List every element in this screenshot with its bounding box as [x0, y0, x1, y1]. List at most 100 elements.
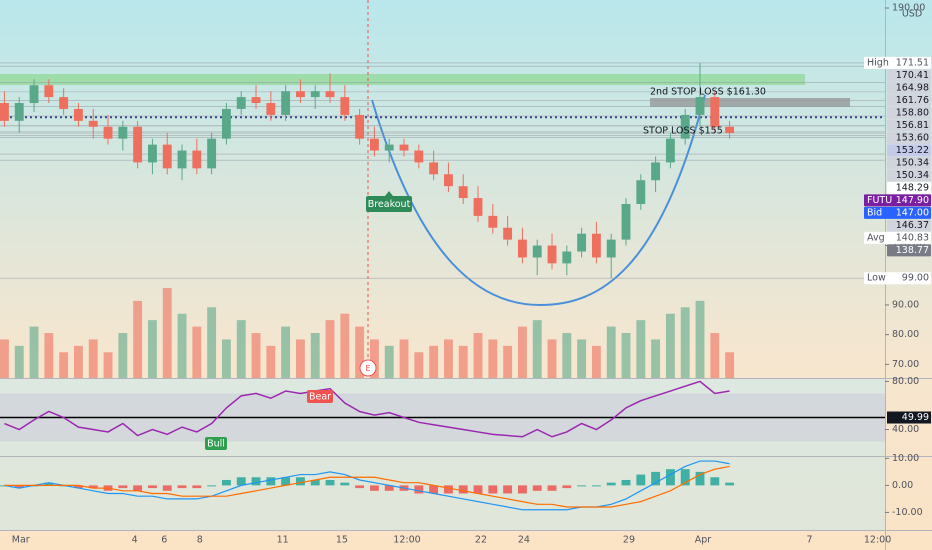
volume-bar: [665, 313, 675, 378]
macd-histogram-bar: [577, 485, 587, 487]
candle-body: [44, 85, 54, 98]
macd-histogram-bar: [443, 485, 453, 494]
macd-histogram-bar: [325, 479, 335, 486]
macd-histogram-bar: [44, 482, 54, 486]
macd-histogram-bar: [695, 471, 705, 486]
price-label-value: 153.22: [896, 145, 929, 156]
volume-bar: [414, 352, 424, 378]
macd-histogram-bar: [295, 477, 305, 486]
price-label-box: [864, 56, 931, 69]
candle-body: [384, 144, 394, 151]
badge-pointer: [385, 191, 393, 196]
candle-body: [636, 180, 646, 204]
y-tick-label: 80.00: [892, 376, 919, 387]
volume-bar: [147, 320, 157, 378]
price-label-box: [887, 181, 931, 194]
price-label-value: 170.41: [896, 70, 929, 81]
candle-body: [59, 97, 69, 109]
macd-histogram-bar: [14, 485, 24, 489]
volume-bar: [369, 339, 379, 378]
candle-body: [266, 103, 276, 115]
candle-body: [207, 138, 217, 169]
price-label-box: [887, 244, 931, 257]
candle-body: [310, 91, 320, 98]
volume-bar: [458, 345, 468, 378]
macd-histogram-bar: [503, 485, 513, 494]
price-label-name: Low: [867, 273, 886, 284]
y-tick-label: 90.00: [892, 299, 919, 310]
candle-body: [429, 162, 439, 175]
volume-bar: [0, 339, 9, 378]
candle-body: [651, 162, 661, 181]
candle-body: [532, 245, 542, 258]
macd-histogram-bar: [665, 469, 675, 486]
macd-histogram-bar: [162, 485, 172, 491]
price-label-box: [864, 231, 931, 244]
candle-body: [251, 97, 261, 104]
candle-body: [725, 126, 735, 134]
candle-body: [73, 108, 83, 121]
volume-bar: [162, 288, 172, 378]
annotation: Breakout: [368, 199, 411, 210]
price-label-value: 148.29: [896, 182, 929, 193]
candle-body: [88, 120, 98, 127]
candle-body: [162, 144, 172, 169]
macd-histogram-bar: [473, 485, 483, 494]
macd-histogram-bar: [429, 485, 439, 494]
macd-histogram-bar: [591, 485, 601, 487]
price-label-value: 156.81: [896, 120, 929, 131]
candle-body: [517, 239, 527, 258]
candle-body: [29, 85, 39, 104]
candle-body: [473, 198, 483, 216]
volume-bar: [44, 333, 54, 378]
price-label-name: High: [867, 57, 889, 68]
macd-histogram-bar: [651, 471, 661, 486]
y-tick-label: 190.00: [892, 3, 925, 14]
price-label-box: [887, 219, 931, 232]
candle-body: [281, 91, 291, 115]
x-tick-label: 15: [336, 535, 348, 546]
macd-histogram-bar: [458, 485, 468, 494]
volume-bar: [325, 320, 335, 378]
macd-histogram-bar: [133, 485, 143, 491]
cup-pattern: [371, 94, 706, 307]
price-label-value: 150.34: [896, 170, 929, 181]
candle-body: [14, 103, 24, 121]
price-label-name: FUTU: [867, 195, 892, 206]
macd-histogram-bar: [340, 482, 350, 486]
candle-body: [562, 251, 572, 264]
volume-bar: [103, 352, 113, 378]
candle-body: [547, 245, 557, 264]
y-tick-label: 70.00: [892, 359, 919, 370]
macd-histogram-bar: [251, 477, 261, 486]
candle-body: [133, 126, 143, 163]
candle-body: [355, 114, 365, 139]
candle-body: [443, 174, 453, 187]
macd-histogram-bar: [547, 485, 557, 491]
price-label-value: 140.83: [896, 232, 929, 243]
macd-histogram-bar: [310, 479, 320, 486]
candle-body: [695, 97, 705, 115]
price-label-box: [887, 156, 931, 169]
volume-bar: [680, 307, 690, 378]
y-tick-label: -10.00: [892, 507, 923, 518]
price-label-value: 150.34: [896, 157, 929, 168]
volume-bar: [443, 339, 453, 378]
rsi-line: [4, 380, 730, 438]
candle-body: [488, 215, 498, 228]
macd-histogram-bar: [414, 485, 424, 494]
volume-bar: [621, 333, 631, 378]
resistance-zone: [0, 74, 805, 85]
price-label-value: 138.77: [896, 245, 929, 256]
macd-histogram-bar: [725, 482, 735, 486]
price-label-box: [887, 94, 931, 107]
price-label-box: [887, 119, 931, 132]
price-label-value: 161.76: [896, 95, 929, 106]
volume-bar: [651, 339, 661, 378]
candle-body: [577, 233, 587, 252]
price-label-value: 153.60: [896, 132, 929, 143]
price-label-name: Avg: [867, 232, 885, 243]
volume-bar: [547, 339, 557, 378]
macd-histogram-bar: [88, 485, 98, 489]
